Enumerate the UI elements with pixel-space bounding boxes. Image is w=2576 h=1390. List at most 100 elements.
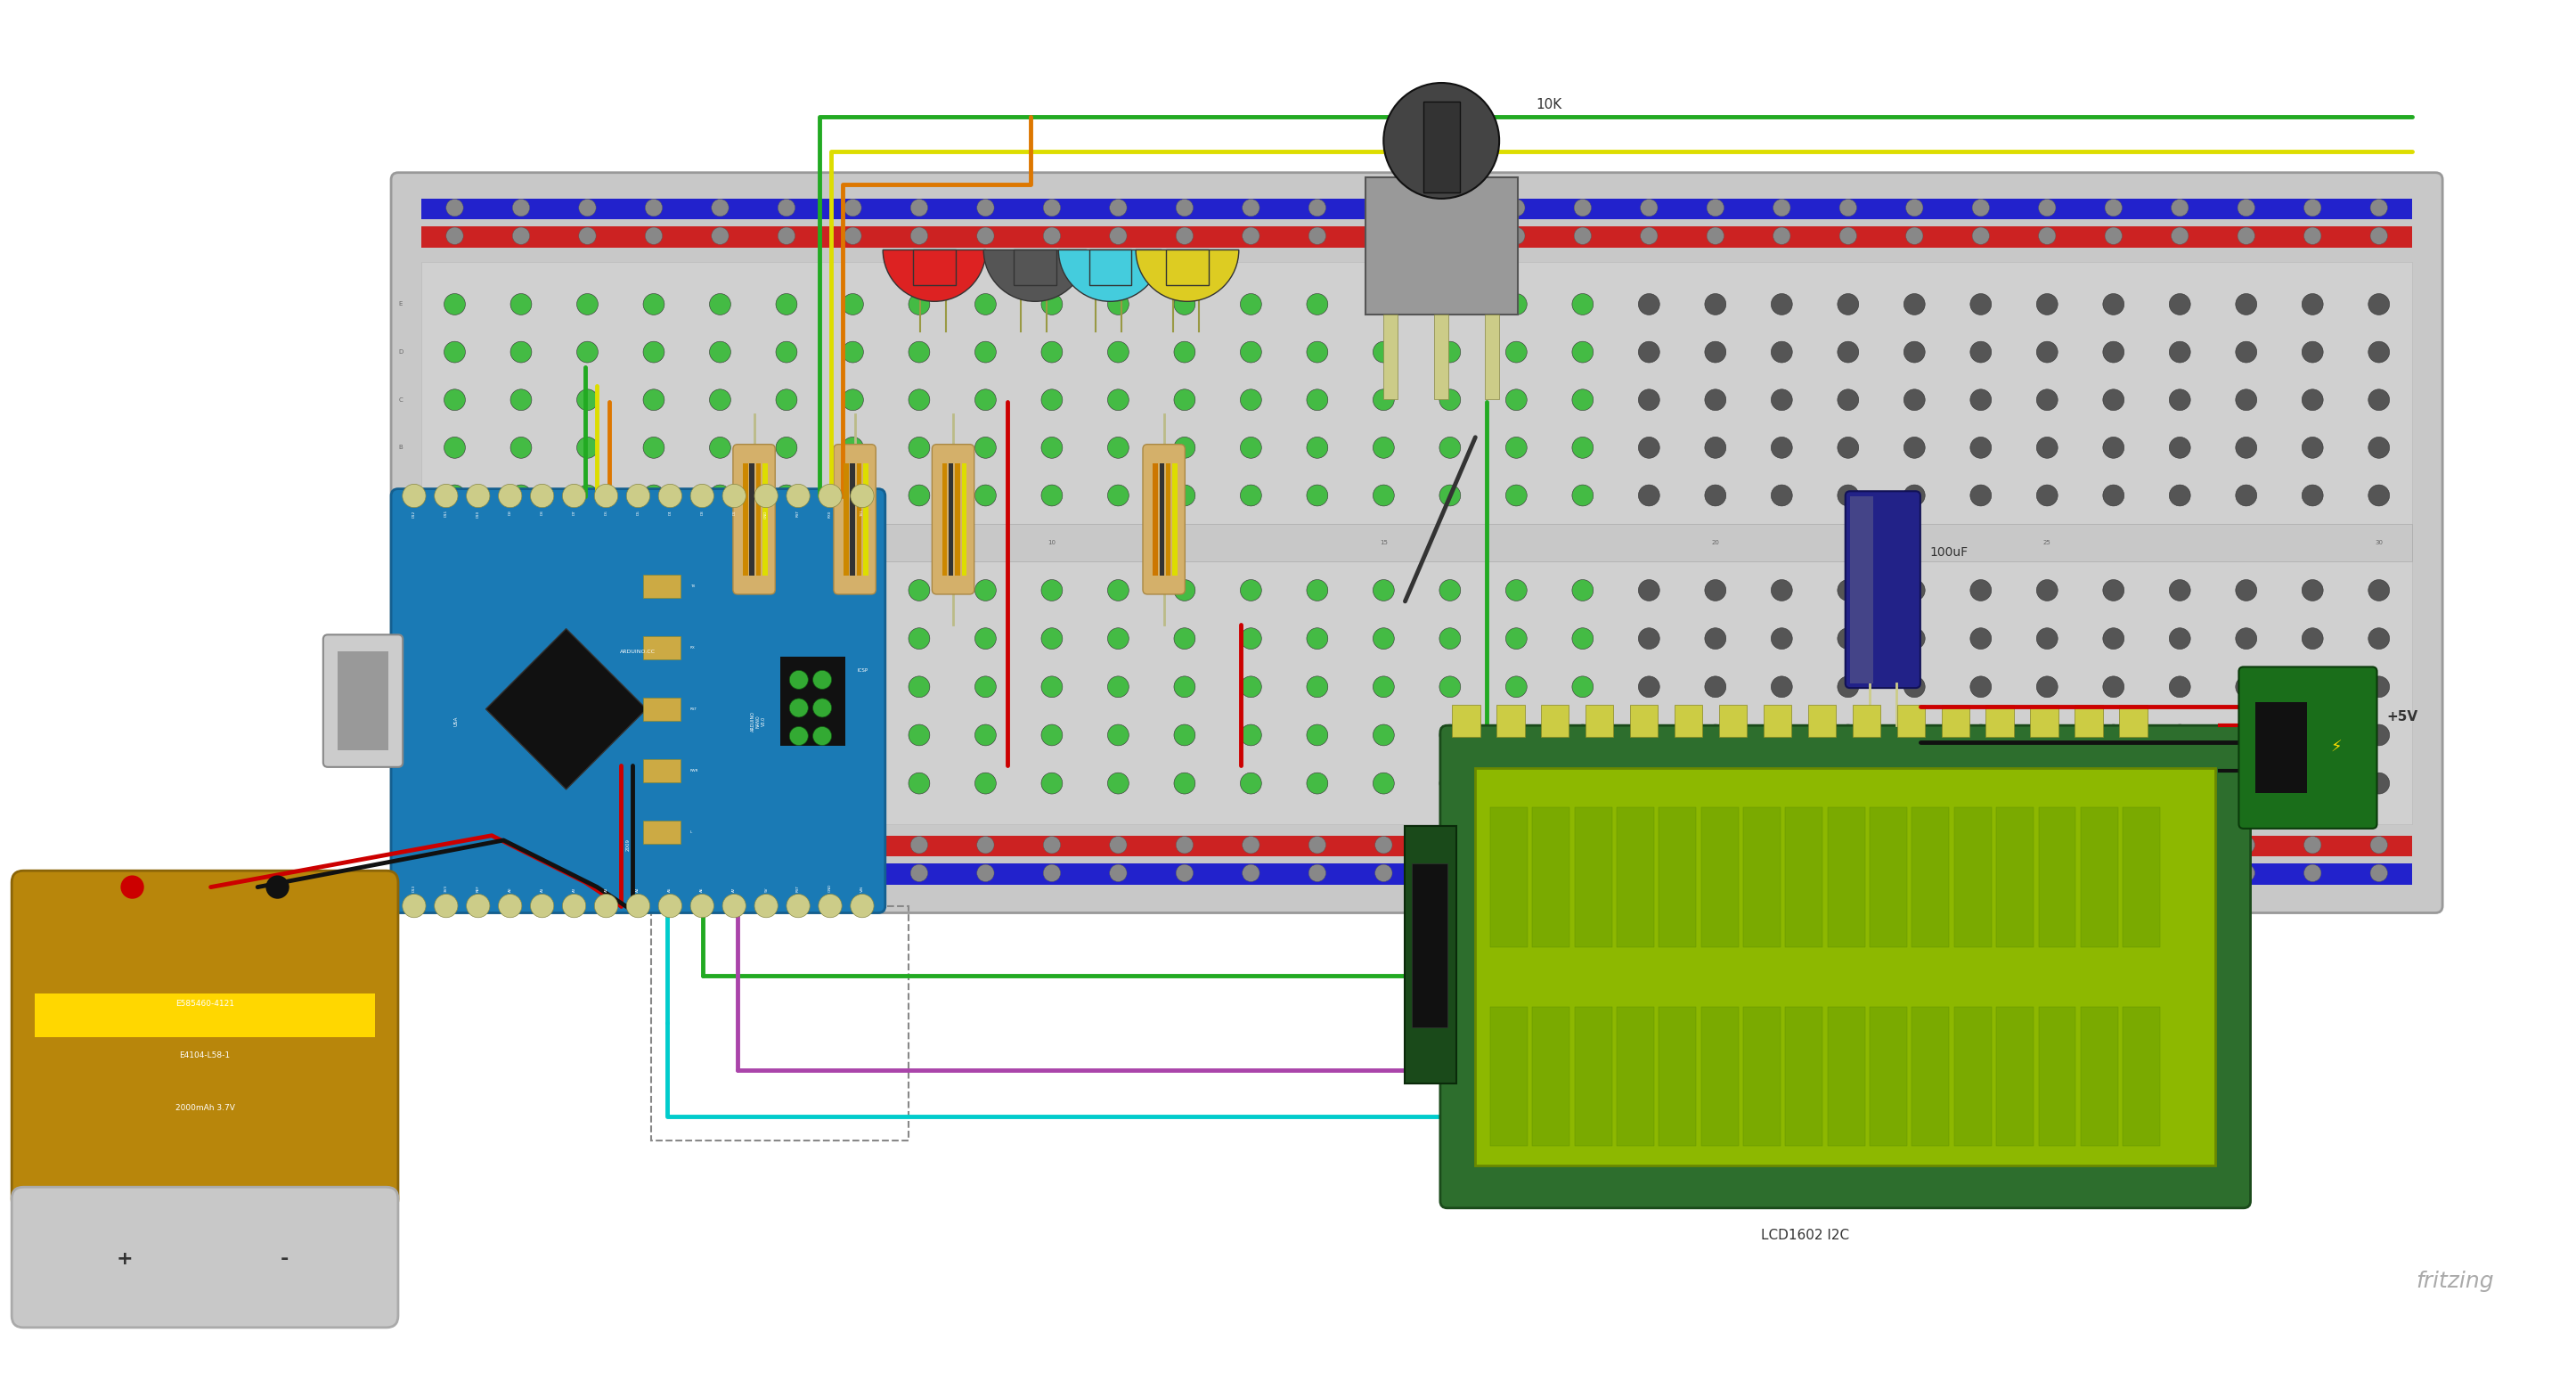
Circle shape — [2367, 436, 2391, 459]
Circle shape — [2370, 837, 2388, 853]
Circle shape — [1772, 485, 1793, 506]
Circle shape — [2038, 676, 2058, 698]
Circle shape — [2102, 724, 2125, 745]
Circle shape — [2303, 837, 2321, 853]
Circle shape — [1175, 773, 1195, 794]
Circle shape — [2102, 580, 2125, 600]
Bar — [914, 250, 956, 285]
FancyBboxPatch shape — [1144, 445, 1185, 595]
Text: D4: D4 — [667, 510, 672, 514]
Circle shape — [2038, 485, 2058, 506]
Circle shape — [1906, 199, 1924, 217]
Circle shape — [2367, 628, 2391, 649]
Circle shape — [1772, 837, 1790, 853]
Circle shape — [909, 227, 927, 245]
Circle shape — [1772, 293, 1793, 316]
Circle shape — [1837, 773, 1860, 794]
Circle shape — [443, 724, 466, 745]
Circle shape — [2367, 724, 2391, 745]
Bar — [644, 574, 680, 598]
Circle shape — [443, 773, 466, 794]
Circle shape — [644, 865, 662, 881]
Circle shape — [786, 484, 809, 507]
Circle shape — [1175, 389, 1195, 410]
Bar — [422, 835, 2411, 856]
Circle shape — [595, 894, 618, 917]
Circle shape — [2169, 293, 2190, 316]
Circle shape — [1638, 293, 1659, 316]
Bar — [863, 463, 868, 575]
Circle shape — [580, 837, 595, 853]
Bar — [1870, 808, 1906, 947]
Circle shape — [909, 865, 927, 881]
Polygon shape — [487, 628, 647, 790]
Bar — [1955, 808, 1991, 947]
Circle shape — [1306, 580, 1327, 600]
Circle shape — [1440, 676, 1461, 698]
Circle shape — [1837, 342, 1860, 363]
Circle shape — [2169, 580, 2190, 600]
Circle shape — [1110, 837, 1126, 853]
Circle shape — [2236, 676, 2257, 698]
Circle shape — [510, 389, 531, 410]
Circle shape — [513, 227, 531, 245]
FancyBboxPatch shape — [1440, 726, 2251, 1208]
FancyBboxPatch shape — [835, 445, 876, 595]
Bar — [842, 463, 848, 575]
Circle shape — [2038, 199, 2056, 217]
Text: ICSP: ICSP — [858, 669, 868, 673]
Circle shape — [121, 876, 144, 899]
Text: 100uF: 100uF — [1929, 546, 1968, 559]
Circle shape — [1443, 227, 1458, 245]
Circle shape — [1306, 342, 1327, 363]
Wedge shape — [1059, 250, 1162, 302]
Text: 30: 30 — [2375, 541, 2383, 545]
Circle shape — [2102, 293, 2125, 316]
Circle shape — [1306, 676, 1327, 698]
Circle shape — [1772, 724, 1793, 745]
Circle shape — [443, 676, 466, 698]
Text: ARDUINO
NANO
V3.0: ARDUINO NANO V3.0 — [750, 712, 765, 731]
Bar — [644, 759, 680, 783]
Bar — [943, 463, 948, 575]
Circle shape — [1239, 724, 1262, 745]
Circle shape — [1772, 773, 1793, 794]
Circle shape — [1306, 293, 1327, 316]
Bar — [1540, 705, 1569, 737]
Circle shape — [1971, 724, 1991, 745]
Bar — [1718, 705, 1747, 737]
Text: -: - — [281, 1251, 289, 1268]
Text: D13: D13 — [412, 884, 415, 892]
Circle shape — [842, 342, 863, 363]
Circle shape — [2367, 389, 2391, 410]
Bar — [1896, 705, 1924, 737]
Circle shape — [1839, 837, 1857, 853]
Circle shape — [1108, 485, 1128, 506]
Circle shape — [1306, 485, 1327, 506]
Text: A2: A2 — [572, 887, 577, 892]
Circle shape — [721, 484, 747, 507]
Circle shape — [1574, 199, 1592, 217]
Text: D: D — [399, 349, 402, 354]
Text: +5V: +5V — [2385, 710, 2419, 724]
Bar — [1955, 1006, 1991, 1145]
Circle shape — [1175, 436, 1195, 459]
Circle shape — [909, 342, 930, 363]
Circle shape — [1108, 676, 1128, 698]
Bar — [36, 992, 374, 1037]
Circle shape — [708, 773, 732, 794]
Circle shape — [1641, 199, 1656, 217]
Circle shape — [1108, 580, 1128, 600]
Circle shape — [2169, 389, 2190, 410]
Circle shape — [775, 293, 796, 316]
Circle shape — [1638, 436, 1659, 459]
Circle shape — [443, 580, 466, 600]
Circle shape — [1175, 580, 1195, 600]
Circle shape — [644, 628, 665, 649]
Circle shape — [974, 342, 997, 363]
Bar — [1618, 808, 1654, 947]
Circle shape — [510, 485, 531, 506]
Circle shape — [775, 724, 796, 745]
Circle shape — [708, 389, 732, 410]
Bar — [2081, 1006, 2117, 1145]
